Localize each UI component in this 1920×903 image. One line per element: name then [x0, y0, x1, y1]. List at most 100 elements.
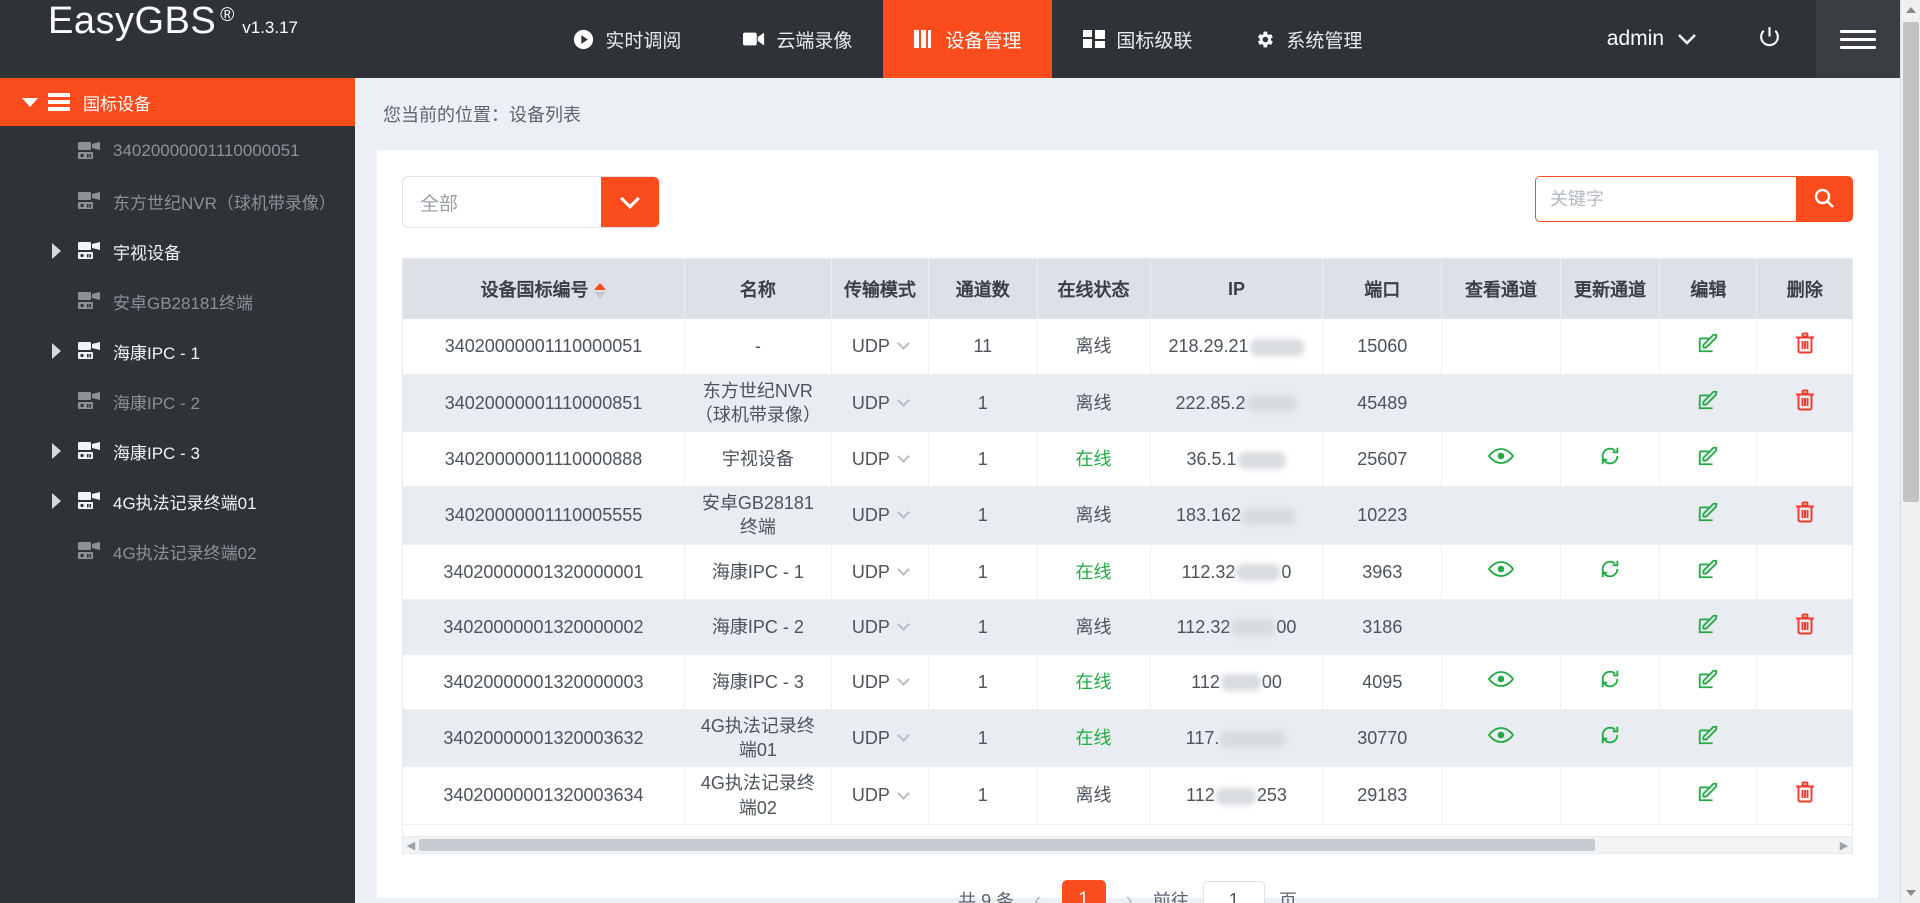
- edit-icon[interactable]: [1697, 725, 1719, 750]
- sidebar-item-device-4[interactable]: 海康IPC - 1: [0, 326, 355, 376]
- cell-view-channel[interactable]: [1441, 654, 1561, 710]
- sidebar-item-device-7[interactable]: 4G执法记录终端01: [0, 476, 355, 526]
- cell-refresh-channel[interactable]: [1560, 544, 1661, 600]
- transport-mode-select[interactable]: UDP: [852, 447, 910, 471]
- transport-mode-select[interactable]: UDP: [852, 615, 910, 639]
- trash-icon[interactable]: [1795, 501, 1815, 527]
- eye-icon[interactable]: [1487, 670, 1515, 692]
- device-table-container[interactable]: 设备国标编号 名称 传输模式 通道数 在线状态 IP 端口 查看通道 更新通道 编辑 删除 3402…: [402, 258, 1853, 836]
- cell-delete[interactable]: [1756, 766, 1852, 825]
- cell-delete[interactable]: [1756, 319, 1852, 375]
- eye-icon[interactable]: [1487, 560, 1515, 582]
- trash-icon[interactable]: [1795, 781, 1815, 807]
- scroll-left-icon[interactable]: ◀: [406, 839, 416, 852]
- trash-icon[interactable]: [1795, 389, 1815, 415]
- cell-view-channel[interactable]: [1441, 709, 1561, 768]
- cell-view-channel[interactable]: [1441, 544, 1561, 600]
- scroll-up-icon[interactable]: [1901, 0, 1920, 20]
- chevron-right-icon[interactable]: ›: [1125, 887, 1133, 903]
- cell-refresh-channel[interactable]: [1560, 431, 1661, 488]
- cell-delete[interactable]: [1756, 599, 1852, 655]
- pagination-page-1[interactable]: 1: [1061, 880, 1106, 903]
- user-menu[interactable]: admin: [1581, 27, 1723, 51]
- edit-icon[interactable]: [1697, 614, 1719, 639]
- sidebar-item-device-1[interactable]: 东方世纪NVR（球机带录像）: [0, 176, 355, 226]
- eye-icon[interactable]: [1487, 726, 1515, 748]
- search-button[interactable]: [1796, 177, 1852, 221]
- transport-mode-select[interactable]: UDP: [852, 560, 910, 584]
- edit-icon[interactable]: [1697, 669, 1719, 694]
- transport-mode-select[interactable]: UDP: [852, 334, 910, 358]
- table-horizontal-scrollbar[interactable]: ◀ ▶: [402, 836, 1853, 854]
- nav-item-system-management[interactable]: 系统管理: [1223, 0, 1393, 78]
- cell-transport-mode[interactable]: UDP: [831, 766, 930, 825]
- cell-edit[interactable]: [1659, 766, 1758, 825]
- edit-icon[interactable]: [1697, 446, 1719, 471]
- cell-edit[interactable]: [1659, 599, 1758, 655]
- logout-button[interactable]: [1723, 24, 1816, 54]
- transport-mode-select[interactable]: UDP: [852, 391, 910, 415]
- cell-edit[interactable]: [1659, 709, 1758, 768]
- cell-refresh-channel[interactable]: [1560, 709, 1661, 768]
- sidebar-item-device-8[interactable]: 4G执法记录终端02: [0, 526, 355, 576]
- nav-item-device-management[interactable]: 设备管理: [883, 0, 1053, 78]
- edit-icon[interactable]: [1697, 390, 1719, 415]
- refresh-icon[interactable]: [1599, 670, 1621, 694]
- sidebar-item-device-3[interactable]: 安卓GB28181终端: [0, 276, 355, 326]
- column-header-0[interactable]: 设备国标编号: [403, 259, 685, 319]
- sidebar-item-device-0[interactable]: 34020000001110000051: [0, 126, 355, 176]
- cell-edit[interactable]: [1659, 654, 1758, 710]
- chevron-down-icon[interactable]: [22, 97, 48, 107]
- edit-icon[interactable]: [1697, 559, 1719, 584]
- edit-icon[interactable]: [1697, 333, 1719, 358]
- transport-mode-select[interactable]: UDP: [852, 670, 910, 694]
- cell-transport-mode[interactable]: UDP: [831, 544, 930, 600]
- page-scrollbar[interactable]: [1900, 0, 1920, 903]
- chevron-right-icon[interactable]: [52, 243, 78, 259]
- eye-icon[interactable]: [1487, 448, 1515, 469]
- sidebar-item-device-5[interactable]: 海康IPC - 2: [0, 376, 355, 426]
- scroll-down-icon[interactable]: [1901, 883, 1920, 903]
- sidebar-item-gb-devices-root[interactable]: 国标设备: [0, 78, 355, 126]
- sidebar-item-device-6[interactable]: 海康IPC - 3: [0, 426, 355, 476]
- transport-mode-select[interactable]: UDP: [852, 503, 910, 527]
- cell-edit[interactable]: [1659, 544, 1758, 600]
- sort-indicator-icon[interactable]: [594, 283, 607, 300]
- cell-view-channel[interactable]: [1441, 431, 1561, 488]
- edit-icon[interactable]: [1697, 783, 1719, 807]
- cell-edit[interactable]: [1659, 431, 1758, 488]
- chevron-right-icon[interactable]: [52, 443, 78, 459]
- scrollbar-thumb[interactable]: [419, 839, 1596, 851]
- cell-transport-mode[interactable]: UDP: [831, 599, 930, 655]
- chevron-right-icon[interactable]: [52, 343, 78, 359]
- cell-refresh-channel[interactable]: [1560, 654, 1661, 710]
- cell-transport-mode[interactable]: UDP: [831, 374, 930, 433]
- edit-icon[interactable]: [1697, 503, 1719, 527]
- cell-transport-mode[interactable]: UDP: [831, 319, 930, 375]
- hamburger-menu-button[interactable]: [1816, 0, 1900, 78]
- refresh-icon[interactable]: [1599, 560, 1621, 584]
- cell-transport-mode[interactable]: UDP: [831, 486, 930, 545]
- refresh-icon[interactable]: [1599, 726, 1621, 750]
- trash-icon[interactable]: [1795, 613, 1815, 639]
- nav-item-live-view[interactable]: 实时调阅: [542, 0, 712, 78]
- cell-delete[interactable]: [1756, 486, 1852, 545]
- nav-item-gb-cascade[interactable]: 国标级联: [1052, 0, 1223, 78]
- transport-mode-select[interactable]: UDP: [852, 783, 910, 807]
- page-scrollbar-thumb[interactable]: [1903, 22, 1919, 502]
- device-tree-sidebar[interactable]: 国标设备 34020000001110000051 东方世纪NVR（球机带录像） 宇…: [0, 78, 355, 903]
- chevron-down-icon[interactable]: [601, 177, 659, 227]
- cell-delete[interactable]: [1756, 374, 1852, 433]
- transport-mode-select[interactable]: UDP: [852, 726, 910, 750]
- cell-transport-mode[interactable]: UDP: [831, 431, 930, 488]
- refresh-icon[interactable]: [1599, 447, 1621, 471]
- cell-edit[interactable]: [1659, 319, 1758, 375]
- chevron-left-icon[interactable]: ‹: [1034, 887, 1042, 903]
- cell-transport-mode[interactable]: UDP: [831, 709, 930, 768]
- nav-item-cloud-recording[interactable]: 云端录像: [712, 0, 883, 78]
- pagination-goto-input[interactable]: [1202, 881, 1265, 903]
- cell-edit[interactable]: [1659, 486, 1758, 545]
- scroll-right-icon[interactable]: ▶: [1839, 839, 1849, 852]
- cell-edit[interactable]: [1659, 374, 1758, 433]
- scrollbar-track[interactable]: [419, 839, 1836, 851]
